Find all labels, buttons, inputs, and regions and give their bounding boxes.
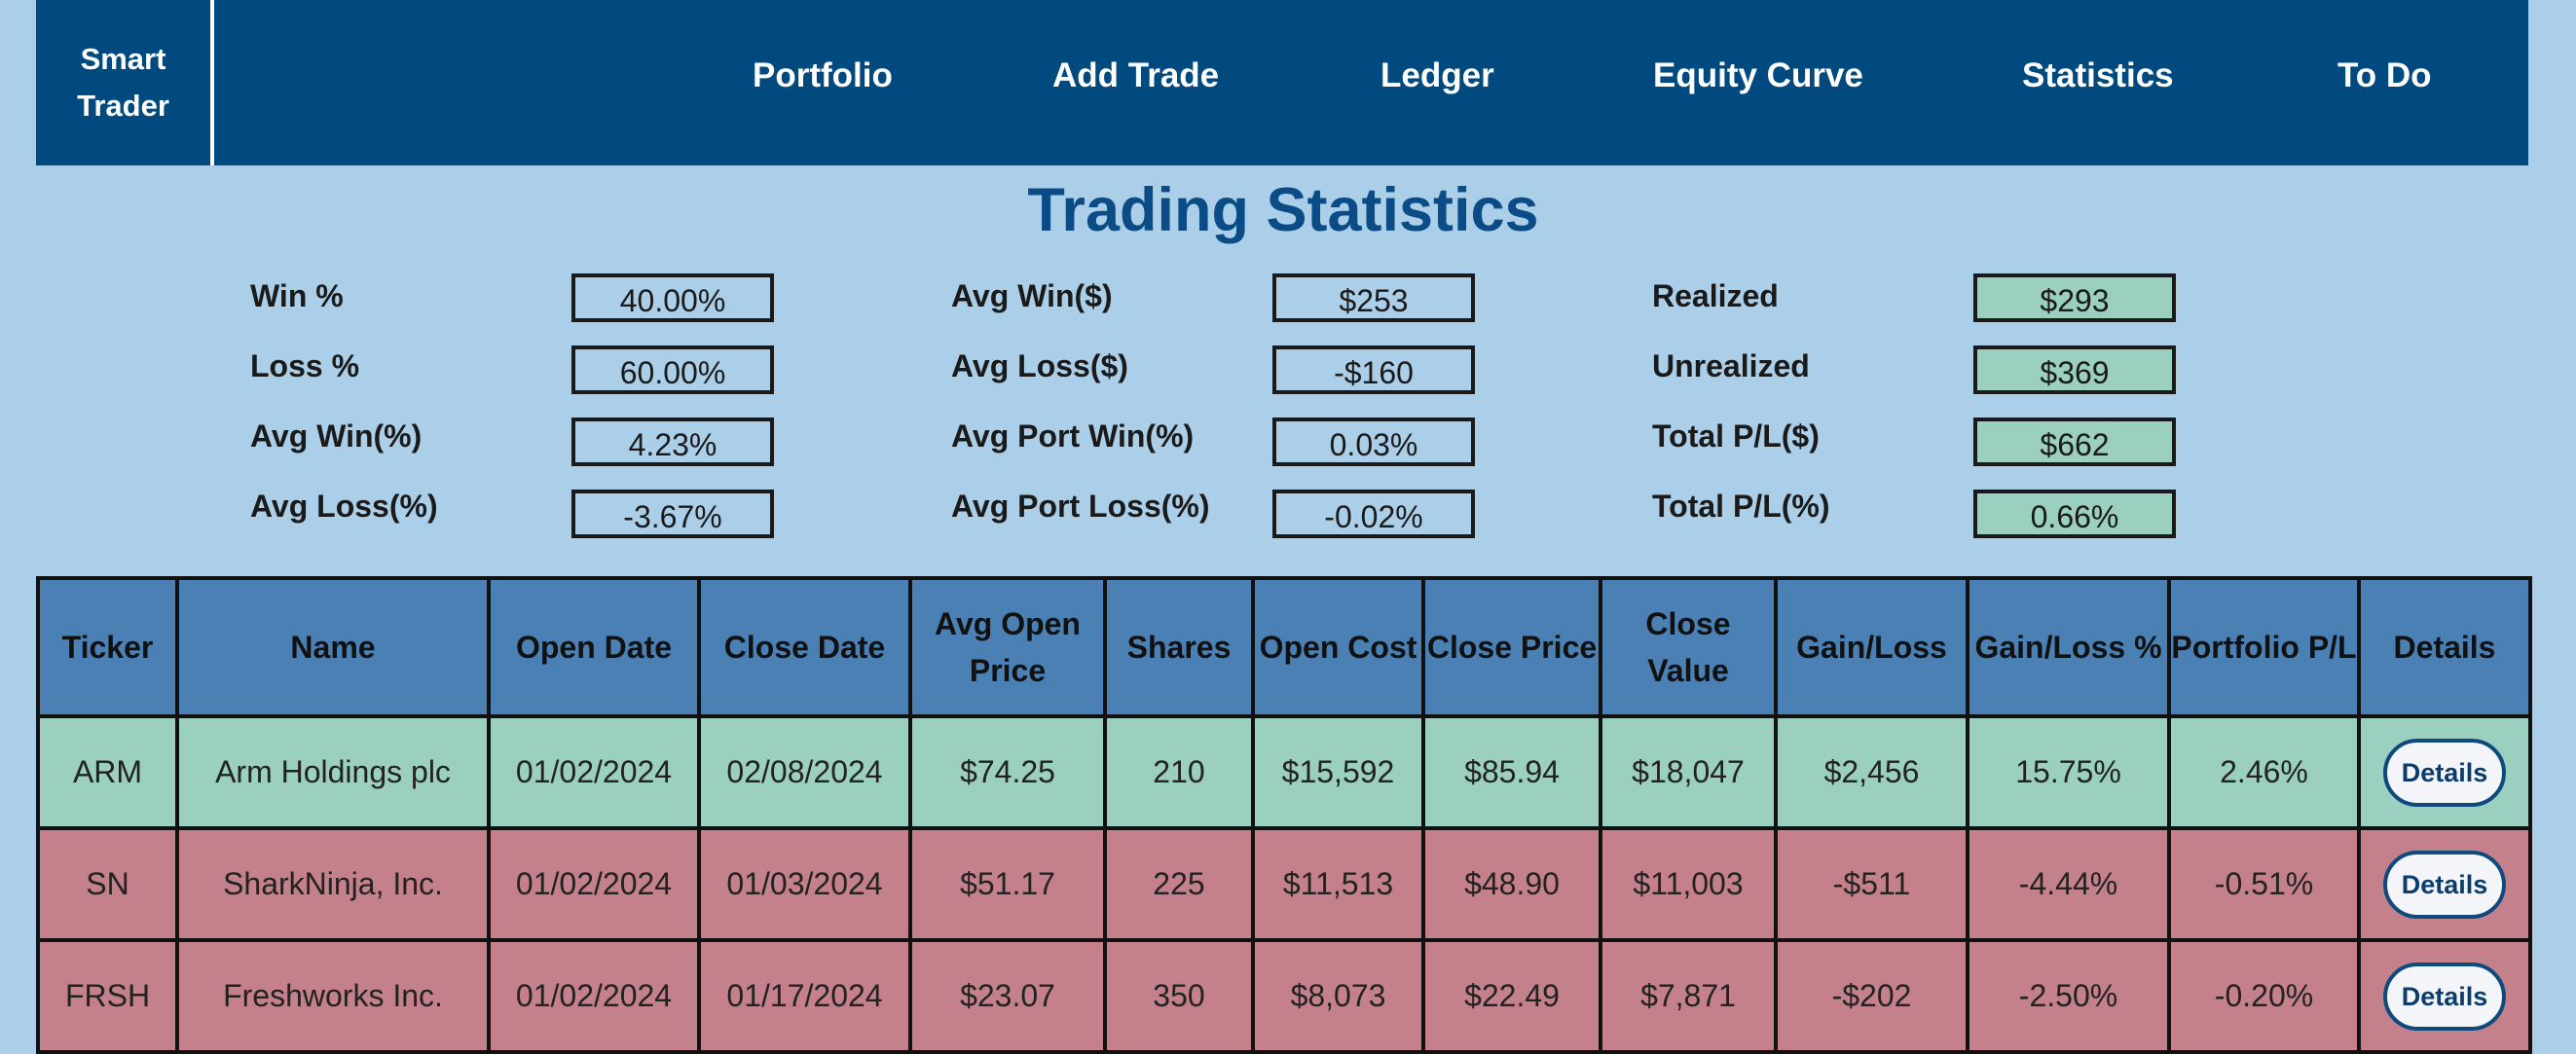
nav-add-trade[interactable]: Add Trade — [1052, 56, 1220, 94]
cell-open-cost: $15,592 — [1251, 714, 1425, 830]
stat-label-total-pl-pct: Total P/L(%) — [1652, 489, 1830, 524]
brand-logo[interactable]: Smart Trader — [36, 0, 214, 165]
column-header: Open Date — [487, 576, 701, 718]
column-header: Open Cost — [1251, 576, 1425, 718]
stat-label-win-pct: Win % — [250, 278, 344, 313]
cell-open-cost: $11,513 — [1251, 826, 1425, 942]
top-navbar: Smart Trader — [36, 0, 2528, 165]
stat-value-avg-port-win: 0.03% — [1272, 418, 1475, 466]
stat-label-avg-win-dollar: Avg Win($) — [951, 278, 1113, 313]
stat-label-realized: Realized — [1652, 278, 1779, 313]
cell-close-price: $48.90 — [1421, 826, 1602, 942]
nav-statistics[interactable]: Statistics — [2022, 56, 2174, 94]
column-header: Close Date — [697, 576, 912, 718]
nav-portfolio[interactable]: Portfolio — [753, 56, 893, 94]
brand-line-2: Trader — [77, 89, 169, 123]
cell-avg-open-price: $51.17 — [908, 826, 1107, 942]
cell-close-date: 02/08/2024 — [697, 714, 912, 830]
stat-value-realized: $293 — [1973, 273, 2176, 322]
cell-gain-loss: -$511 — [1774, 826, 1969, 942]
column-header: Gain/Loss — [1774, 576, 1969, 718]
column-header: Shares — [1103, 576, 1255, 718]
cell-avg-open-price: $23.07 — [908, 938, 1107, 1054]
cell-ticker: ARM — [36, 714, 179, 830]
cell-open-date: 01/02/2024 — [487, 714, 701, 830]
cell-portfolio-pl: -0.51% — [2167, 826, 2361, 942]
column-header: Name — [175, 576, 491, 718]
cell-gain-loss: $2,456 — [1774, 714, 1969, 830]
cell-open-date: 01/02/2024 — [487, 826, 701, 942]
table-row: ARM Arm Holdings plc 01/02/2024 02/08/20… — [36, 714, 2532, 830]
stat-value-total-pl-dollar: $662 — [1973, 418, 2176, 466]
cell-ticker: SN — [36, 826, 179, 942]
table-row: FRSH Freshworks Inc. 01/02/2024 01/17/20… — [36, 938, 2532, 1054]
cell-details: Details — [2357, 826, 2532, 942]
stat-label-avg-loss-pct: Avg Loss(%) — [250, 489, 438, 524]
stat-label-avg-port-loss: Avg Port Loss(%) — [951, 489, 1210, 524]
stat-value-win-pct: 40.00% — [571, 273, 774, 322]
stat-label-total-pl-dollar: Total P/L($) — [1652, 418, 1820, 454]
page-title: Trading Statistics — [1027, 176, 1539, 244]
stat-label-avg-port-win: Avg Port Win(%) — [951, 418, 1195, 454]
nav-ledger[interactable]: Ledger — [1380, 56, 1494, 94]
stat-value-total-pl-pct: 0.66% — [1973, 490, 2176, 538]
column-header: Gain/Loss % — [1966, 576, 2171, 718]
cell-close-value: $18,047 — [1599, 714, 1778, 830]
cell-details: Details — [2357, 938, 2532, 1054]
table-row: SN SharkNinja, Inc. 01/02/2024 01/03/202… — [36, 826, 2532, 942]
cell-shares: 350 — [1103, 938, 1255, 1054]
cell-close-price: $22.49 — [1421, 938, 1602, 1054]
cell-open-date: 01/02/2024 — [487, 938, 701, 1054]
column-header: Portfolio P/L — [2167, 576, 2361, 718]
column-header: Ticker — [36, 576, 179, 718]
nav-to-do[interactable]: To Do — [2337, 56, 2432, 94]
stat-value-avg-port-loss: -0.02% — [1272, 490, 1475, 538]
column-header: Details — [2357, 576, 2532, 718]
cell-close-price: $85.94 — [1421, 714, 1602, 830]
cell-gain-loss-pct: -4.44% — [1966, 826, 2171, 942]
stat-value-loss-pct: 60.00% — [571, 345, 774, 394]
trades-table: Ticker Name Open Date Close Date Avg Ope… — [36, 576, 2532, 1054]
cell-open-cost: $8,073 — [1251, 938, 1425, 1054]
cell-name: Freshworks Inc. — [175, 938, 491, 1054]
nav-equity-curve[interactable]: Equity Curve — [1653, 56, 1863, 94]
cell-close-date: 01/03/2024 — [697, 826, 912, 942]
cell-shares: 210 — [1103, 714, 1255, 830]
cell-name: SharkNinja, Inc. — [175, 826, 491, 942]
cell-gain-loss-pct: 15.75% — [1966, 714, 2171, 830]
stat-label-loss-pct: Loss % — [250, 348, 360, 383]
column-header: Close Value — [1599, 576, 1778, 718]
cell-ticker: FRSH — [36, 938, 179, 1054]
stat-value-avg-loss-dollar: -$160 — [1272, 345, 1475, 394]
details-button[interactable]: Details — [2383, 850, 2506, 919]
table-header-row: Ticker Name Open Date Close Date Avg Ope… — [36, 576, 2532, 718]
cell-portfolio-pl: 2.46% — [2167, 714, 2361, 830]
cell-gain-loss: -$202 — [1774, 938, 1969, 1054]
cell-name: Arm Holdings plc — [175, 714, 491, 830]
cell-avg-open-price: $74.25 — [908, 714, 1107, 830]
stat-label-avg-win-pct: Avg Win(%) — [250, 418, 423, 454]
stat-label-unrealized: Unrealized — [1652, 348, 1810, 383]
cell-gain-loss-pct: -2.50% — [1966, 938, 2171, 1054]
cell-close-date: 01/17/2024 — [697, 938, 912, 1054]
cell-close-value: $11,003 — [1599, 826, 1778, 942]
brand-line-1: Smart — [80, 42, 166, 76]
cell-portfolio-pl: -0.20% — [2167, 938, 2361, 1054]
cell-close-value: $7,871 — [1599, 938, 1778, 1054]
stat-value-unrealized: $369 — [1973, 345, 2176, 394]
stat-value-avg-win-dollar: $253 — [1272, 273, 1475, 322]
stat-label-avg-loss-dollar: Avg Loss($) — [951, 348, 1128, 383]
details-button[interactable]: Details — [2383, 962, 2506, 1031]
column-header: Close Price — [1421, 576, 1602, 718]
cell-shares: 225 — [1103, 826, 1255, 942]
stat-value-avg-win-pct: 4.23% — [571, 418, 774, 466]
column-header: Avg Open Price — [908, 576, 1107, 718]
details-button[interactable]: Details — [2383, 738, 2506, 807]
cell-details: Details — [2357, 714, 2532, 830]
stat-value-avg-loss-pct: -3.67% — [571, 490, 774, 538]
